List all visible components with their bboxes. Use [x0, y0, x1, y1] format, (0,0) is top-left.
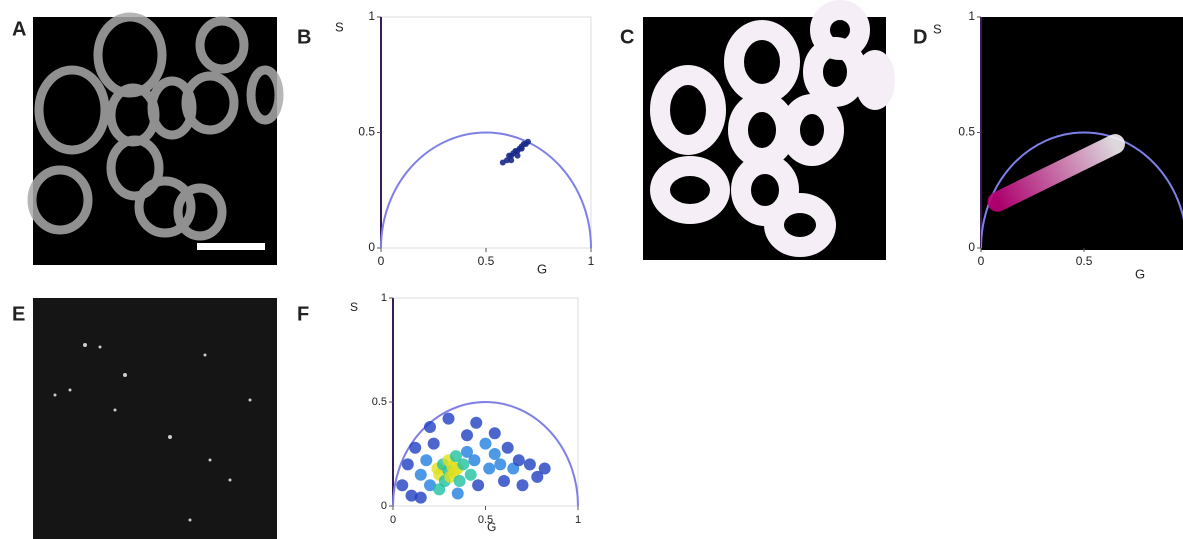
y-axis-label: S: [335, 19, 344, 34]
scatter-point: [523, 458, 536, 471]
x-axis-label: G: [1135, 266, 1145, 281]
scatter-point: [488, 448, 501, 460]
y-tick-label: 0.5: [372, 396, 387, 408]
y-tick-label: 1: [368, 9, 375, 23]
scatter-point: [498, 475, 510, 488]
scatter-point: [424, 420, 436, 433]
y-tick-label: 0.5: [958, 125, 975, 139]
x-tick-label: 0: [390, 514, 396, 526]
scatter-point: [424, 479, 436, 492]
scatter-point: [461, 429, 473, 442]
x-axis-label: G: [537, 261, 547, 276]
scatter-point: [501, 441, 514, 454]
plot-area: [392, 401, 579, 507]
x-tick-label: 1: [575, 514, 581, 526]
scatter-point: [464, 468, 477, 481]
scatter-point: [488, 427, 501, 440]
scatter-point: [512, 454, 525, 467]
semicircle: [392, 401, 579, 507]
scatter-point: [396, 479, 409, 492]
scatter-point: [514, 152, 521, 159]
panel-label: B: [297, 26, 311, 48]
panel-label: E: [12, 303, 25, 325]
x-tick-label: 0.5: [1076, 254, 1093, 268]
scatter-point: [433, 483, 446, 496]
scatter-point: [442, 412, 455, 425]
scatter-point: [494, 458, 507, 471]
x-tick-label: 0: [978, 254, 985, 268]
scatter-point: [525, 138, 531, 145]
trajectory: [987, 134, 1125, 212]
panel-label: D: [913, 26, 927, 48]
scatter-point: [516, 479, 529, 492]
scatter-point: [414, 491, 427, 504]
x-tick-label: 1: [588, 254, 595, 268]
scatter-point: [427, 437, 440, 450]
x-axis-label: G: [487, 520, 496, 534]
y-tick-label: 0: [381, 500, 387, 512]
panel-label: F: [297, 303, 309, 325]
scatter-point: [405, 489, 418, 502]
scatter-point: [414, 468, 427, 481]
scatter-point: [409, 441, 422, 454]
plot-area: [981, 132, 1183, 249]
scatter-point: [449, 450, 462, 463]
panel-label: C: [620, 26, 634, 48]
scatter-point: [508, 157, 515, 164]
scatter-point: [472, 479, 485, 492]
plot-area: [380, 131, 592, 249]
scatter-point: [457, 458, 470, 471]
semicircle: [380, 131, 592, 249]
scatter-point: [470, 416, 483, 429]
y-tick-label: 0: [368, 240, 375, 254]
scatter-point: [504, 157, 510, 164]
scatter-point: [420, 454, 433, 467]
scatter-point: [461, 445, 473, 458]
scatter-point: [451, 487, 464, 500]
image-c: [643, 0, 895, 260]
x-tick-label: 0: [378, 254, 385, 268]
scatter-point: [479, 437, 492, 450]
scatter-point: [468, 454, 481, 467]
y-axis-label: S: [350, 300, 358, 314]
image-a: [27, 12, 284, 265]
scatter-point: [518, 145, 525, 152]
y-tick-label: 1: [968, 9, 975, 23]
scatter-point: [401, 458, 414, 471]
x-tick-label: 0.5: [478, 254, 495, 268]
scatter-point: [538, 462, 551, 475]
x-tick-label: 0.5: [478, 514, 493, 526]
image-e: [33, 298, 277, 539]
scatter-point: [483, 462, 496, 475]
panel-label: A: [12, 18, 26, 40]
scatter-point: [453, 475, 466, 488]
y-tick-label: 0: [968, 240, 975, 254]
y-tick-label: 0.5: [358, 125, 375, 139]
y-tick-label: 1: [381, 292, 387, 304]
scatter-point: [531, 470, 544, 483]
y-axis-label: S: [933, 21, 942, 36]
